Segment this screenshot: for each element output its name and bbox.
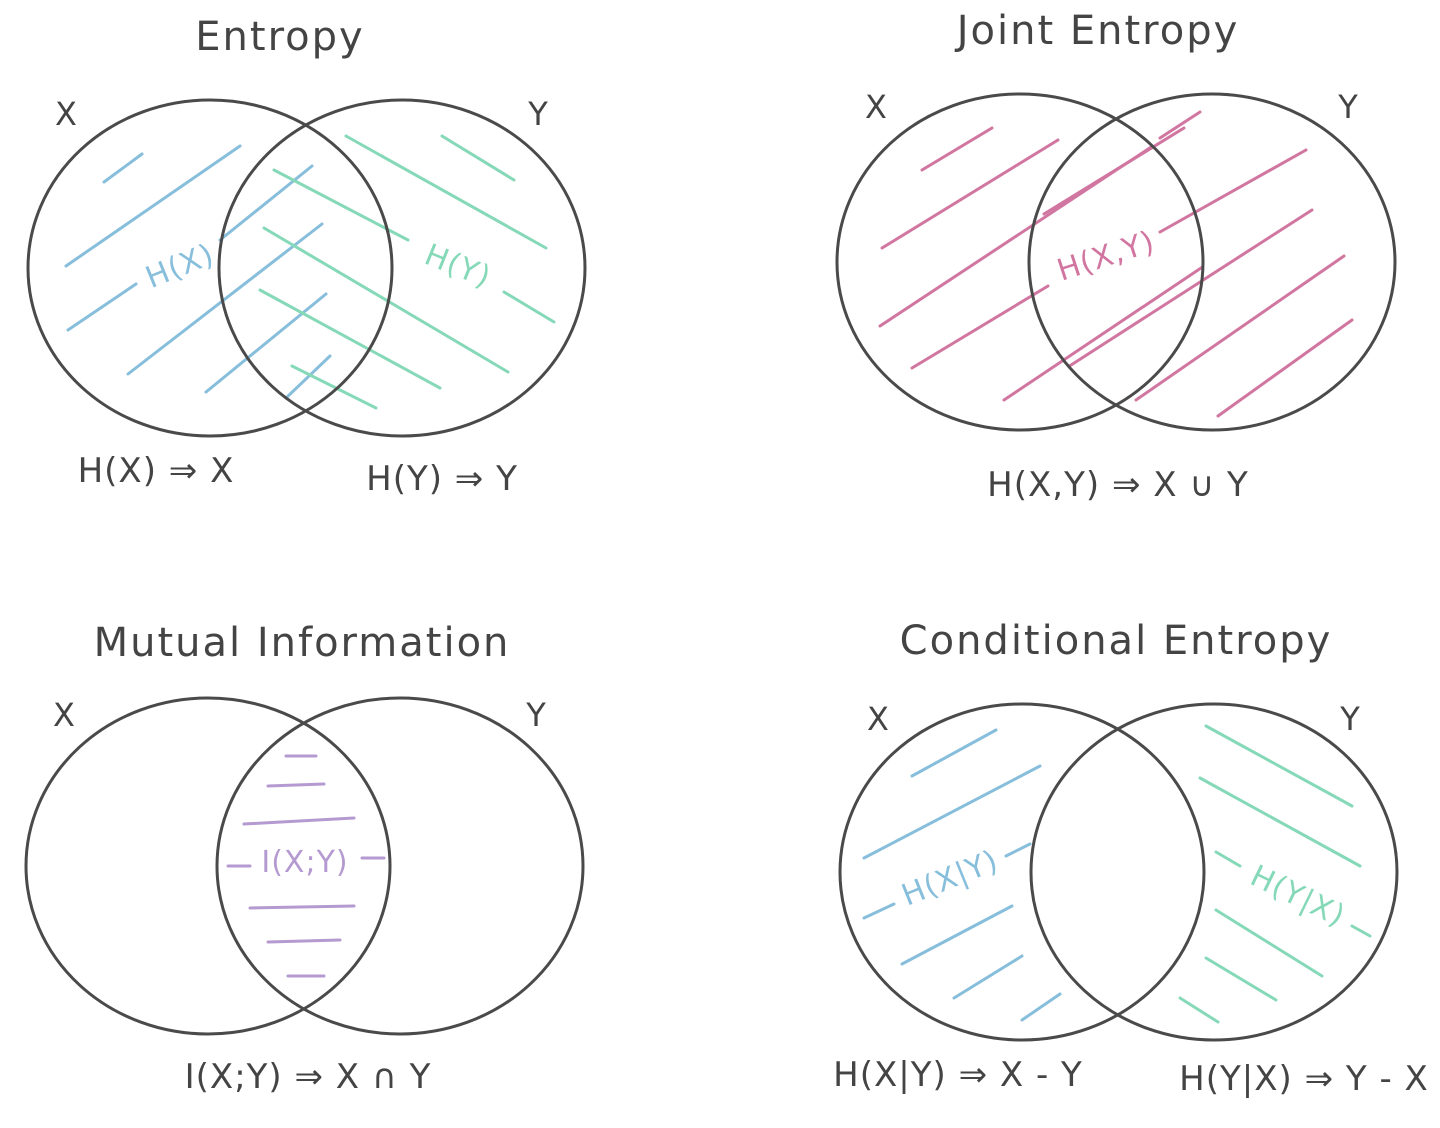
entropy-circle-x xyxy=(26,98,394,438)
conditional-label-hx-given-y: H(X|Y) xyxy=(897,843,1004,913)
conditional-set-y-label: Y xyxy=(1339,700,1360,738)
mutual-information-panel: Mutual Information X Y I(X;Y) I(X;Y) ⇒ X… xyxy=(24,620,585,1097)
entropy-label-hy: H(Y) xyxy=(420,237,496,295)
mutual-circle-y xyxy=(215,696,585,1036)
entropy-formula-x: H(X) ⇒ X xyxy=(78,451,235,491)
conditional-y-hatching xyxy=(1178,724,1372,1024)
entropy-x-hatching xyxy=(64,144,332,400)
joint-entropy-title: Joint Entropy xyxy=(954,8,1240,54)
mutual-formula: I(X;Y) ⇒ X ∩ Y xyxy=(185,1057,432,1097)
mutual-set-x-label: X xyxy=(53,696,75,734)
entropy-set-y-label: Y xyxy=(527,95,548,133)
conditional-formula-y: H(Y|X) ⇒ Y - X xyxy=(1179,1059,1429,1099)
entropy-circle-y xyxy=(217,98,587,438)
entropy-set-x-label: X xyxy=(55,95,77,133)
conditional-circle-y xyxy=(1029,702,1399,1042)
joint-circle-y xyxy=(1027,92,1397,432)
mutual-label-ixy: I(X;Y) xyxy=(261,845,348,880)
entropy-formula-y: H(Y) ⇒ Y xyxy=(366,459,518,499)
mutual-circle-x xyxy=(24,696,392,1036)
entropy-y-hatching xyxy=(258,134,556,410)
conditional-label-hy-given-x: H(Y|X) xyxy=(1245,859,1351,935)
entropy-panel: Entropy X Y H(X) H(Y) H(X) ⇒ X H(Y) ⇒ Y xyxy=(26,14,587,499)
joint-label-background xyxy=(1045,215,1167,295)
conditional-entropy-title: Conditional Entropy xyxy=(900,618,1333,664)
entropy-label-hx: H(X) xyxy=(141,237,220,296)
conditional-circle-x xyxy=(838,702,1206,1042)
joint-formula: H(X,Y) ⇒ X ∪ Y xyxy=(987,465,1249,505)
mutual-hatching xyxy=(226,754,386,978)
joint-circle-x xyxy=(835,92,1205,432)
joint-set-y-label: Y xyxy=(1337,88,1358,126)
joint-entropy-panel: Joint Entropy X Y H(X,Y) H(X xyxy=(835,8,1397,505)
conditional-entropy-panel: Conditional Entropy X Y xyxy=(833,618,1429,1099)
joint-hatching xyxy=(878,110,1354,418)
joint-set-x-label: X xyxy=(865,88,887,126)
entropy-title: Entropy xyxy=(195,14,364,60)
conditional-x-hatching xyxy=(862,728,1062,1022)
mutual-information-title: Mutual Information xyxy=(94,620,511,666)
conditional-set-x-label: X xyxy=(867,700,889,738)
conditional-formula-x: H(X|Y) ⇒ X - Y xyxy=(833,1055,1083,1095)
mutual-set-y-label: Y xyxy=(525,696,546,734)
